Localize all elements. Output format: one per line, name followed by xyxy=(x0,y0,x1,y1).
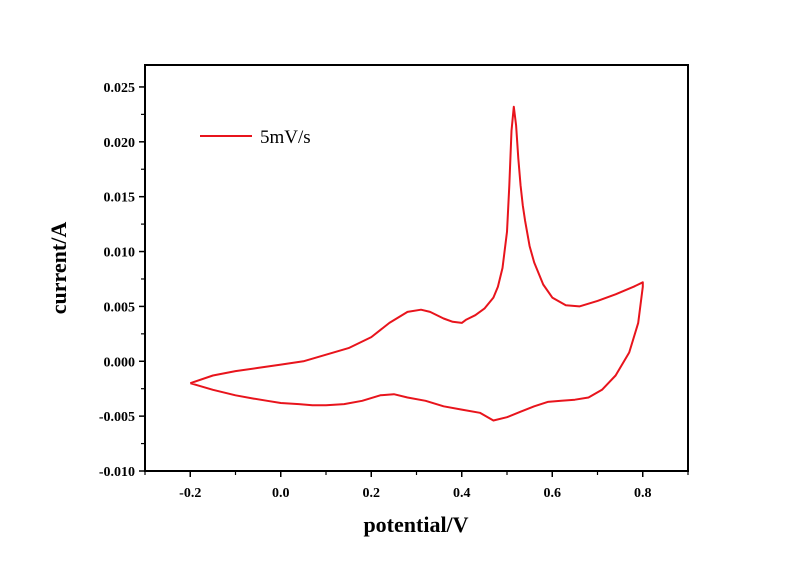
axis-ticks xyxy=(139,86,689,477)
x-tick-label: 0.8 xyxy=(634,486,652,501)
tick-labels: -0.2 0.0 0.2 0.4 0.6 0.8 -0.010 -0.005 0.000 0.00… xyxy=(99,81,652,501)
plot-frame xyxy=(144,64,689,472)
y-tick-label: 0.010 xyxy=(104,246,136,261)
y-tick-label: 0.000 xyxy=(104,355,136,370)
x-tick-label: -0.2 xyxy=(179,486,201,501)
y-tick-label: 0.005 xyxy=(104,300,136,315)
series-line xyxy=(189,105,644,422)
legend: 5mV/s xyxy=(200,127,311,148)
y-tick-label: -0.005 xyxy=(99,410,135,425)
legend-label: 5mV/s xyxy=(260,127,311,148)
x-tick-label: 0.4 xyxy=(453,486,471,501)
x-axis-title: potential/V xyxy=(363,512,468,537)
y-tick-label: 0.025 xyxy=(104,81,136,96)
y-tick-label: 0.015 xyxy=(104,191,136,206)
y-tick-label: 0.020 xyxy=(104,136,136,151)
y-tick-label: -0.010 xyxy=(99,465,135,480)
x-tick-label: 0.0 xyxy=(272,486,290,501)
y-axis-title: current/A xyxy=(46,222,71,315)
x-tick-label: 0.2 xyxy=(363,486,381,501)
series-lines xyxy=(189,105,644,422)
x-tick-label: 0.6 xyxy=(544,486,562,501)
